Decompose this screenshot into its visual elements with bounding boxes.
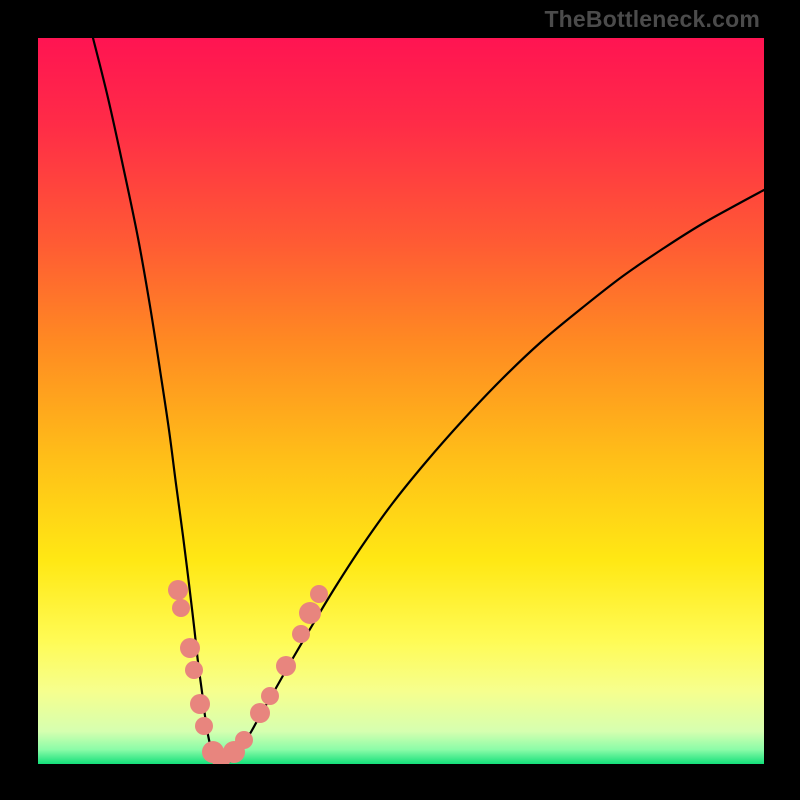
- chart-root: TheBottleneck.com: [0, 0, 800, 800]
- curve-marker: [235, 731, 253, 749]
- watermark-text: TheBottleneck.com: [544, 6, 760, 33]
- curve-marker: [168, 580, 188, 600]
- curve-marker: [250, 703, 270, 723]
- curve-marker: [172, 599, 190, 617]
- curve-marker: [310, 585, 328, 603]
- plot-background: [38, 38, 764, 764]
- curve-marker: [299, 602, 321, 624]
- curve-marker: [195, 717, 213, 735]
- curve-marker: [276, 656, 296, 676]
- curve-marker: [261, 687, 279, 705]
- curve-marker: [180, 638, 200, 658]
- bottleneck-v-chart: [0, 0, 800, 800]
- curve-marker: [185, 661, 203, 679]
- curve-marker: [190, 694, 210, 714]
- curve-marker: [292, 625, 310, 643]
